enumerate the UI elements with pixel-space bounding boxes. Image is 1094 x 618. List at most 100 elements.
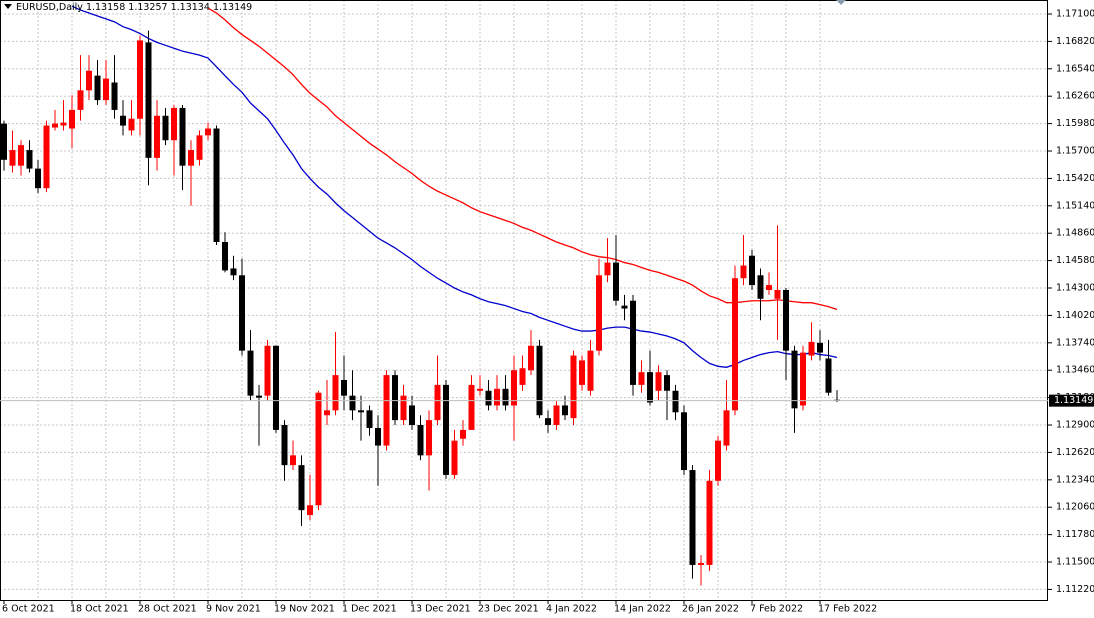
x-tick-label: 1 Dec 2021 — [342, 604, 397, 615]
candle-body — [26, 150, 33, 169]
candle-body — [613, 262, 619, 301]
candle-body — [213, 128, 220, 243]
candle-body — [349, 395, 356, 411]
header-high: 1.13257 — [128, 2, 167, 13]
candle-body — [494, 388, 500, 406]
x-tick-label: 18 Oct 2021 — [70, 604, 129, 615]
y-tick-label: 1.16260 — [1056, 91, 1094, 102]
candle-body — [519, 368, 526, 385]
candle-body — [111, 82, 118, 110]
candle-body — [137, 40, 143, 119]
candle-body — [43, 125, 50, 189]
candle-body — [179, 107, 186, 166]
x-tick-label: 13 Dec 2021 — [410, 604, 471, 615]
candle-body — [647, 372, 653, 403]
candle-body — [281, 425, 288, 466]
candle-body — [77, 90, 84, 110]
candle-body — [732, 278, 738, 411]
y-tick-label: 1.13740 — [1056, 337, 1094, 348]
candle-body — [740, 265, 747, 279]
axes: 1.17100 1.16820 1.16540 1.16260 1.15980 1.157… — [0, 8, 1094, 615]
candle-body — [256, 395, 262, 398]
candle-body — [298, 465, 305, 511]
candle-body — [723, 410, 730, 446]
candle-body — [222, 242, 228, 271]
plot-frame — [0, 0, 1048, 601]
candle-body — [392, 375, 398, 421]
y-tick-label: 1.15140 — [1056, 200, 1094, 211]
candle-body — [307, 505, 313, 516]
x-tick-label: 14 Jan 2022 — [614, 604, 671, 615]
candle-body — [749, 255, 755, 286]
y-tick-label: 1.15420 — [1056, 173, 1094, 184]
candle-body — [375, 427, 381, 446]
candle-body — [205, 128, 211, 136]
candle-body — [817, 342, 823, 353]
candle-body — [468, 384, 475, 430]
candles — [1, 30, 840, 586]
candle-body — [451, 440, 458, 475]
candle-body — [562, 405, 568, 416]
candle-body — [128, 118, 135, 131]
candle-body — [460, 429, 466, 439]
candle-body — [621, 305, 628, 309]
candle-body — [86, 70, 92, 91]
candle-body — [528, 345, 534, 371]
candle-body — [553, 405, 560, 426]
candle-body — [409, 405, 415, 426]
candle-body — [536, 345, 543, 416]
candle-body — [332, 375, 339, 411]
candle-body — [154, 115, 160, 158]
candle-body — [264, 345, 271, 396]
candle-body — [485, 390, 492, 406]
candle-body — [477, 388, 483, 391]
y-tick-label: 1.11220 — [1056, 584, 1094, 595]
header-low: 1.13134 — [171, 2, 210, 13]
candle-body — [434, 384, 441, 421]
candle-body — [638, 372, 645, 385]
x-tick-label: 7 Feb 2022 — [750, 604, 803, 615]
header-open: 1.13158 — [86, 2, 125, 13]
candle-body — [774, 289, 781, 299]
candle-body — [825, 358, 832, 393]
y-tick-label: 1.12620 — [1056, 447, 1094, 458]
candle-body — [689, 470, 696, 565]
candle-body — [145, 42, 152, 158]
candle-body — [596, 275, 602, 351]
candle-body — [196, 135, 203, 160]
candle-body — [120, 115, 126, 126]
candle-body — [715, 440, 721, 481]
candle-body — [94, 75, 101, 101]
candle-body — [171, 107, 177, 141]
candle-body — [188, 150, 194, 166]
x-tick-label: 4 Jan 2022 — [546, 604, 597, 615]
candle-body — [630, 300, 636, 385]
y-tick-label: 1.14020 — [1056, 310, 1094, 321]
candle-body — [766, 285, 772, 290]
candle-body — [247, 350, 254, 396]
x-tick-label: 9 Nov 2021 — [206, 604, 261, 615]
candle-body — [417, 425, 424, 456]
x-tick-label: 28 Oct 2021 — [138, 604, 197, 615]
candle-body — [664, 375, 670, 391]
candle-body — [400, 395, 407, 421]
shift-marker — [836, 0, 846, 5]
candle-body — [383, 375, 390, 446]
x-tick-label: 19 Nov 2021 — [274, 604, 335, 615]
candle-body — [579, 360, 585, 385]
candle-body — [358, 410, 364, 413]
candle-body — [52, 123, 58, 128]
candle-body — [706, 480, 713, 565]
candle-body — [800, 352, 806, 406]
candle-body — [60, 122, 67, 126]
y-tick-label: 1.14860 — [1056, 228, 1094, 239]
candle-body — [655, 372, 662, 391]
x-tick-label: 6 Oct 2021 — [2, 604, 55, 615]
menu-arrow — [4, 4, 12, 9]
candle-body — [698, 563, 704, 565]
y-tick-label: 1.14580 — [1056, 255, 1094, 266]
grid — [0, 0, 1048, 600]
moving-average — [71, 5, 838, 368]
candle-body — [239, 275, 245, 351]
